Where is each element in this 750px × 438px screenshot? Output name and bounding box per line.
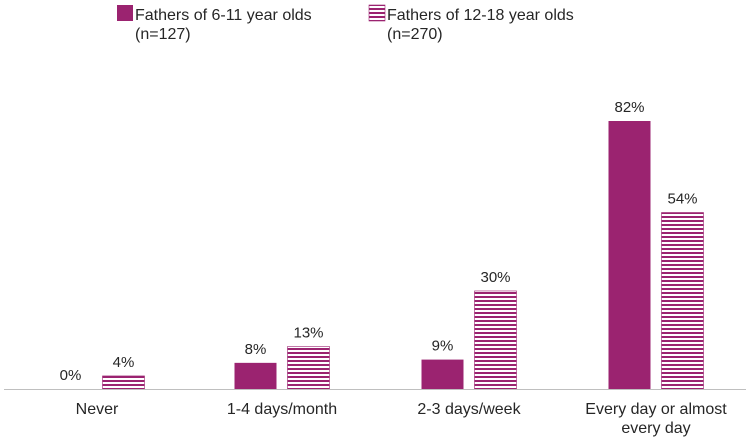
- bar-series-2-3: [474, 290, 517, 390]
- x-tick-label-4-line-1: Every day or almost: [585, 401, 727, 418]
- x-tick-label-3: 2-3 days/week: [417, 401, 521, 418]
- bar-series-1-4: [608, 121, 651, 389]
- x-tick-label-1: Never: [76, 401, 119, 418]
- legend-label-1-line-1: Fathers of 6-11 year olds: [135, 7, 312, 24]
- bar-series-2-1: [102, 375, 145, 390]
- x-tick-label-2: 1-4 days/month: [227, 401, 337, 418]
- x-tick-label-4-line-2: every day: [621, 420, 690, 437]
- bar-series-2-2: [287, 346, 330, 390]
- value-label-series-2-3: 30%: [480, 269, 510, 286]
- legend-label-2-line-1: Fathers of 12-18 year olds: [387, 7, 574, 24]
- x-axis-tick-labels: Never 1-4 days/month 2-3 days/week Every da…: [76, 401, 728, 437]
- value-labels: 0% 4% 8% 13% 9% 30% 82% 54%: [60, 99, 698, 384]
- legend-swatch-2: [368, 4, 386, 22]
- value-label-series-1-1: 0%: [60, 367, 82, 384]
- value-label-series-1-4: 82%: [614, 99, 644, 116]
- bars: [102, 121, 704, 390]
- bar-series-2-4: [661, 212, 704, 390]
- value-label-series-2-2: 13%: [293, 325, 323, 342]
- bar-series-1-3: [421, 359, 464, 389]
- value-label-series-2-1: 4%: [113, 354, 135, 371]
- legend-label-1-line-2: (n=127): [135, 26, 191, 43]
- value-label-series-2-4: 54%: [667, 191, 697, 208]
- value-label-series-1-3: 9%: [432, 338, 454, 355]
- legend-swatch-1: [117, 5, 133, 21]
- legend: Fathers of 6-11 year olds (n=127) Fathers …: [117, 4, 574, 43]
- legend-label-2-line-2: (n=270): [387, 26, 443, 43]
- bar-series-1-2: [234, 362, 277, 389]
- value-label-series-1-2: 8%: [245, 341, 267, 358]
